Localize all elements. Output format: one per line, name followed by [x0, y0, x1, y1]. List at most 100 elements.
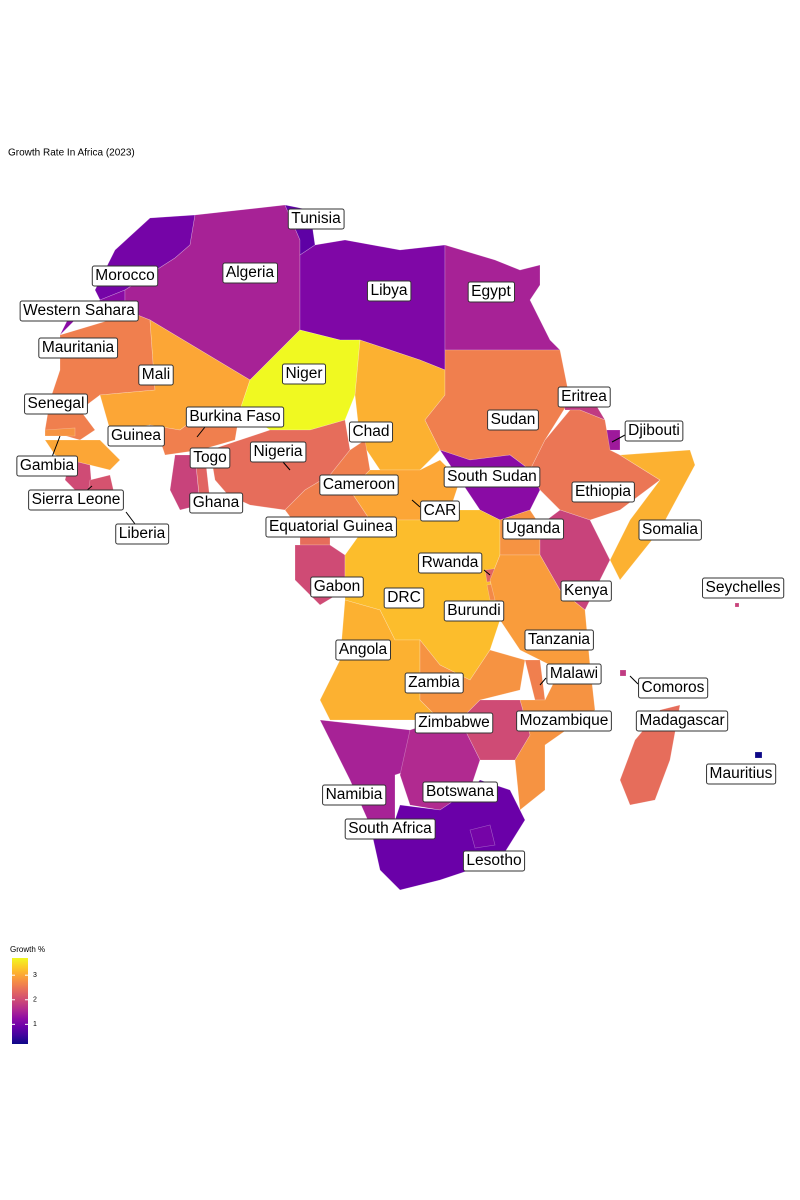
- label-box: [281, 363, 327, 385]
- label-box: [420, 500, 460, 522]
- country-label: Kenya: [564, 582, 608, 599]
- label-box: [189, 492, 244, 514]
- country-label: Guinea: [111, 427, 161, 444]
- label-box: [443, 600, 505, 622]
- country-label: South Africa: [348, 820, 432, 837]
- label-box: [443, 466, 541, 488]
- label-box: [265, 516, 397, 538]
- country-label: Zambia: [408, 674, 460, 691]
- country-label: Ghana: [193, 494, 240, 511]
- label-box: [624, 420, 684, 442]
- leader-line: [51, 435, 61, 458]
- label-box: [557, 386, 611, 408]
- country-label: South Sudan: [447, 468, 537, 485]
- country-label: Equatorial Guinea: [269, 518, 393, 535]
- country-label: Ethiopia: [575, 483, 631, 500]
- leader-line: [629, 675, 639, 685]
- leader-line: [196, 426, 206, 438]
- country-label: Botswana: [426, 783, 494, 800]
- country-label: Mauritania: [42, 339, 115, 356]
- label-box: [502, 518, 565, 540]
- country-label: Chad: [352, 423, 389, 440]
- country-label: Togo: [193, 449, 227, 466]
- label-box: [138, 364, 174, 386]
- leader-line: [125, 511, 136, 525]
- country-label: Seychelles: [706, 579, 781, 596]
- country-label: Madagascar: [639, 712, 724, 729]
- label-box: [571, 481, 635, 503]
- country-label: Senegal: [28, 395, 85, 412]
- legend-tick-label: 2: [33, 997, 37, 1004]
- label-box: [467, 281, 516, 303]
- label-box: [706, 763, 777, 785]
- label-box: [16, 455, 79, 477]
- label-box: [524, 629, 594, 651]
- country: [524, 659, 546, 701]
- country-label: Lesotho: [466, 852, 521, 869]
- country: [619, 669, 627, 677]
- label-box: [19, 300, 139, 322]
- country-label: Namibia: [326, 786, 383, 803]
- label-box: [185, 406, 285, 428]
- label-box: [287, 208, 345, 230]
- country-label: CAR: [424, 502, 457, 519]
- country-label: Mauritius: [710, 765, 773, 782]
- country-label: Eritrea: [561, 388, 607, 405]
- label-box: [310, 576, 364, 598]
- label-box: [422, 781, 498, 803]
- country-label: Liberia: [119, 525, 166, 542]
- legend-title: Growth %: [10, 945, 45, 954]
- country-label: Angola: [339, 641, 388, 658]
- labels: Morocco Western Sahara Algeria Tunisia Libya…: [16, 208, 785, 872]
- leader-line: [411, 499, 421, 508]
- label-box: [222, 262, 279, 284]
- country-label: Burundi: [447, 602, 500, 619]
- label-box: [414, 712, 494, 734]
- country-label: Niger: [285, 365, 322, 382]
- country: [609, 449, 696, 581]
- label-box: [319, 474, 399, 496]
- country-label: Libya: [370, 282, 407, 299]
- country-label: Sierra Leone: [32, 491, 121, 508]
- legend-tick-label: 3: [33, 972, 37, 979]
- leader-line: [539, 677, 547, 686]
- label-box: [189, 447, 231, 469]
- label-box: [366, 280, 412, 302]
- label-box: [107, 425, 165, 447]
- country: [754, 751, 763, 759]
- label-box: [115, 523, 170, 545]
- label-box: [560, 580, 612, 602]
- label-box: [418, 552, 483, 574]
- country-label: Gabon: [314, 578, 361, 595]
- label-box: [702, 577, 785, 599]
- label-box: [24, 393, 88, 415]
- countries: [44, 204, 763, 891]
- label-box: [249, 441, 307, 463]
- country: [469, 824, 496, 849]
- country-label: Malawi: [550, 665, 598, 682]
- label-box: [516, 710, 612, 732]
- label-box: [487, 409, 539, 431]
- leader-line: [611, 434, 626, 443]
- label-box: [638, 519, 702, 541]
- country-label: Somalia: [642, 521, 698, 538]
- label-box: [546, 663, 602, 685]
- map-title: Growth Rate In Africa (2023): [8, 148, 135, 159]
- label-box: [38, 337, 119, 359]
- label-box: [91, 265, 159, 287]
- country-label: Mozambique: [520, 712, 609, 729]
- country-label: Morocco: [95, 267, 154, 284]
- label-box: [462, 850, 526, 872]
- label-box: [635, 710, 729, 732]
- country: [734, 602, 740, 608]
- label-box: [344, 818, 436, 840]
- label-box: [348, 421, 394, 443]
- country: [319, 719, 411, 826]
- country-label: Tanzania: [528, 631, 590, 648]
- label-box: [404, 672, 464, 694]
- legend: Growth % 1 2 3: [10, 945, 45, 1044]
- country-label: Sudan: [491, 411, 536, 428]
- country-label: Western Sahara: [23, 302, 135, 319]
- country-label: Cameroon: [323, 476, 395, 493]
